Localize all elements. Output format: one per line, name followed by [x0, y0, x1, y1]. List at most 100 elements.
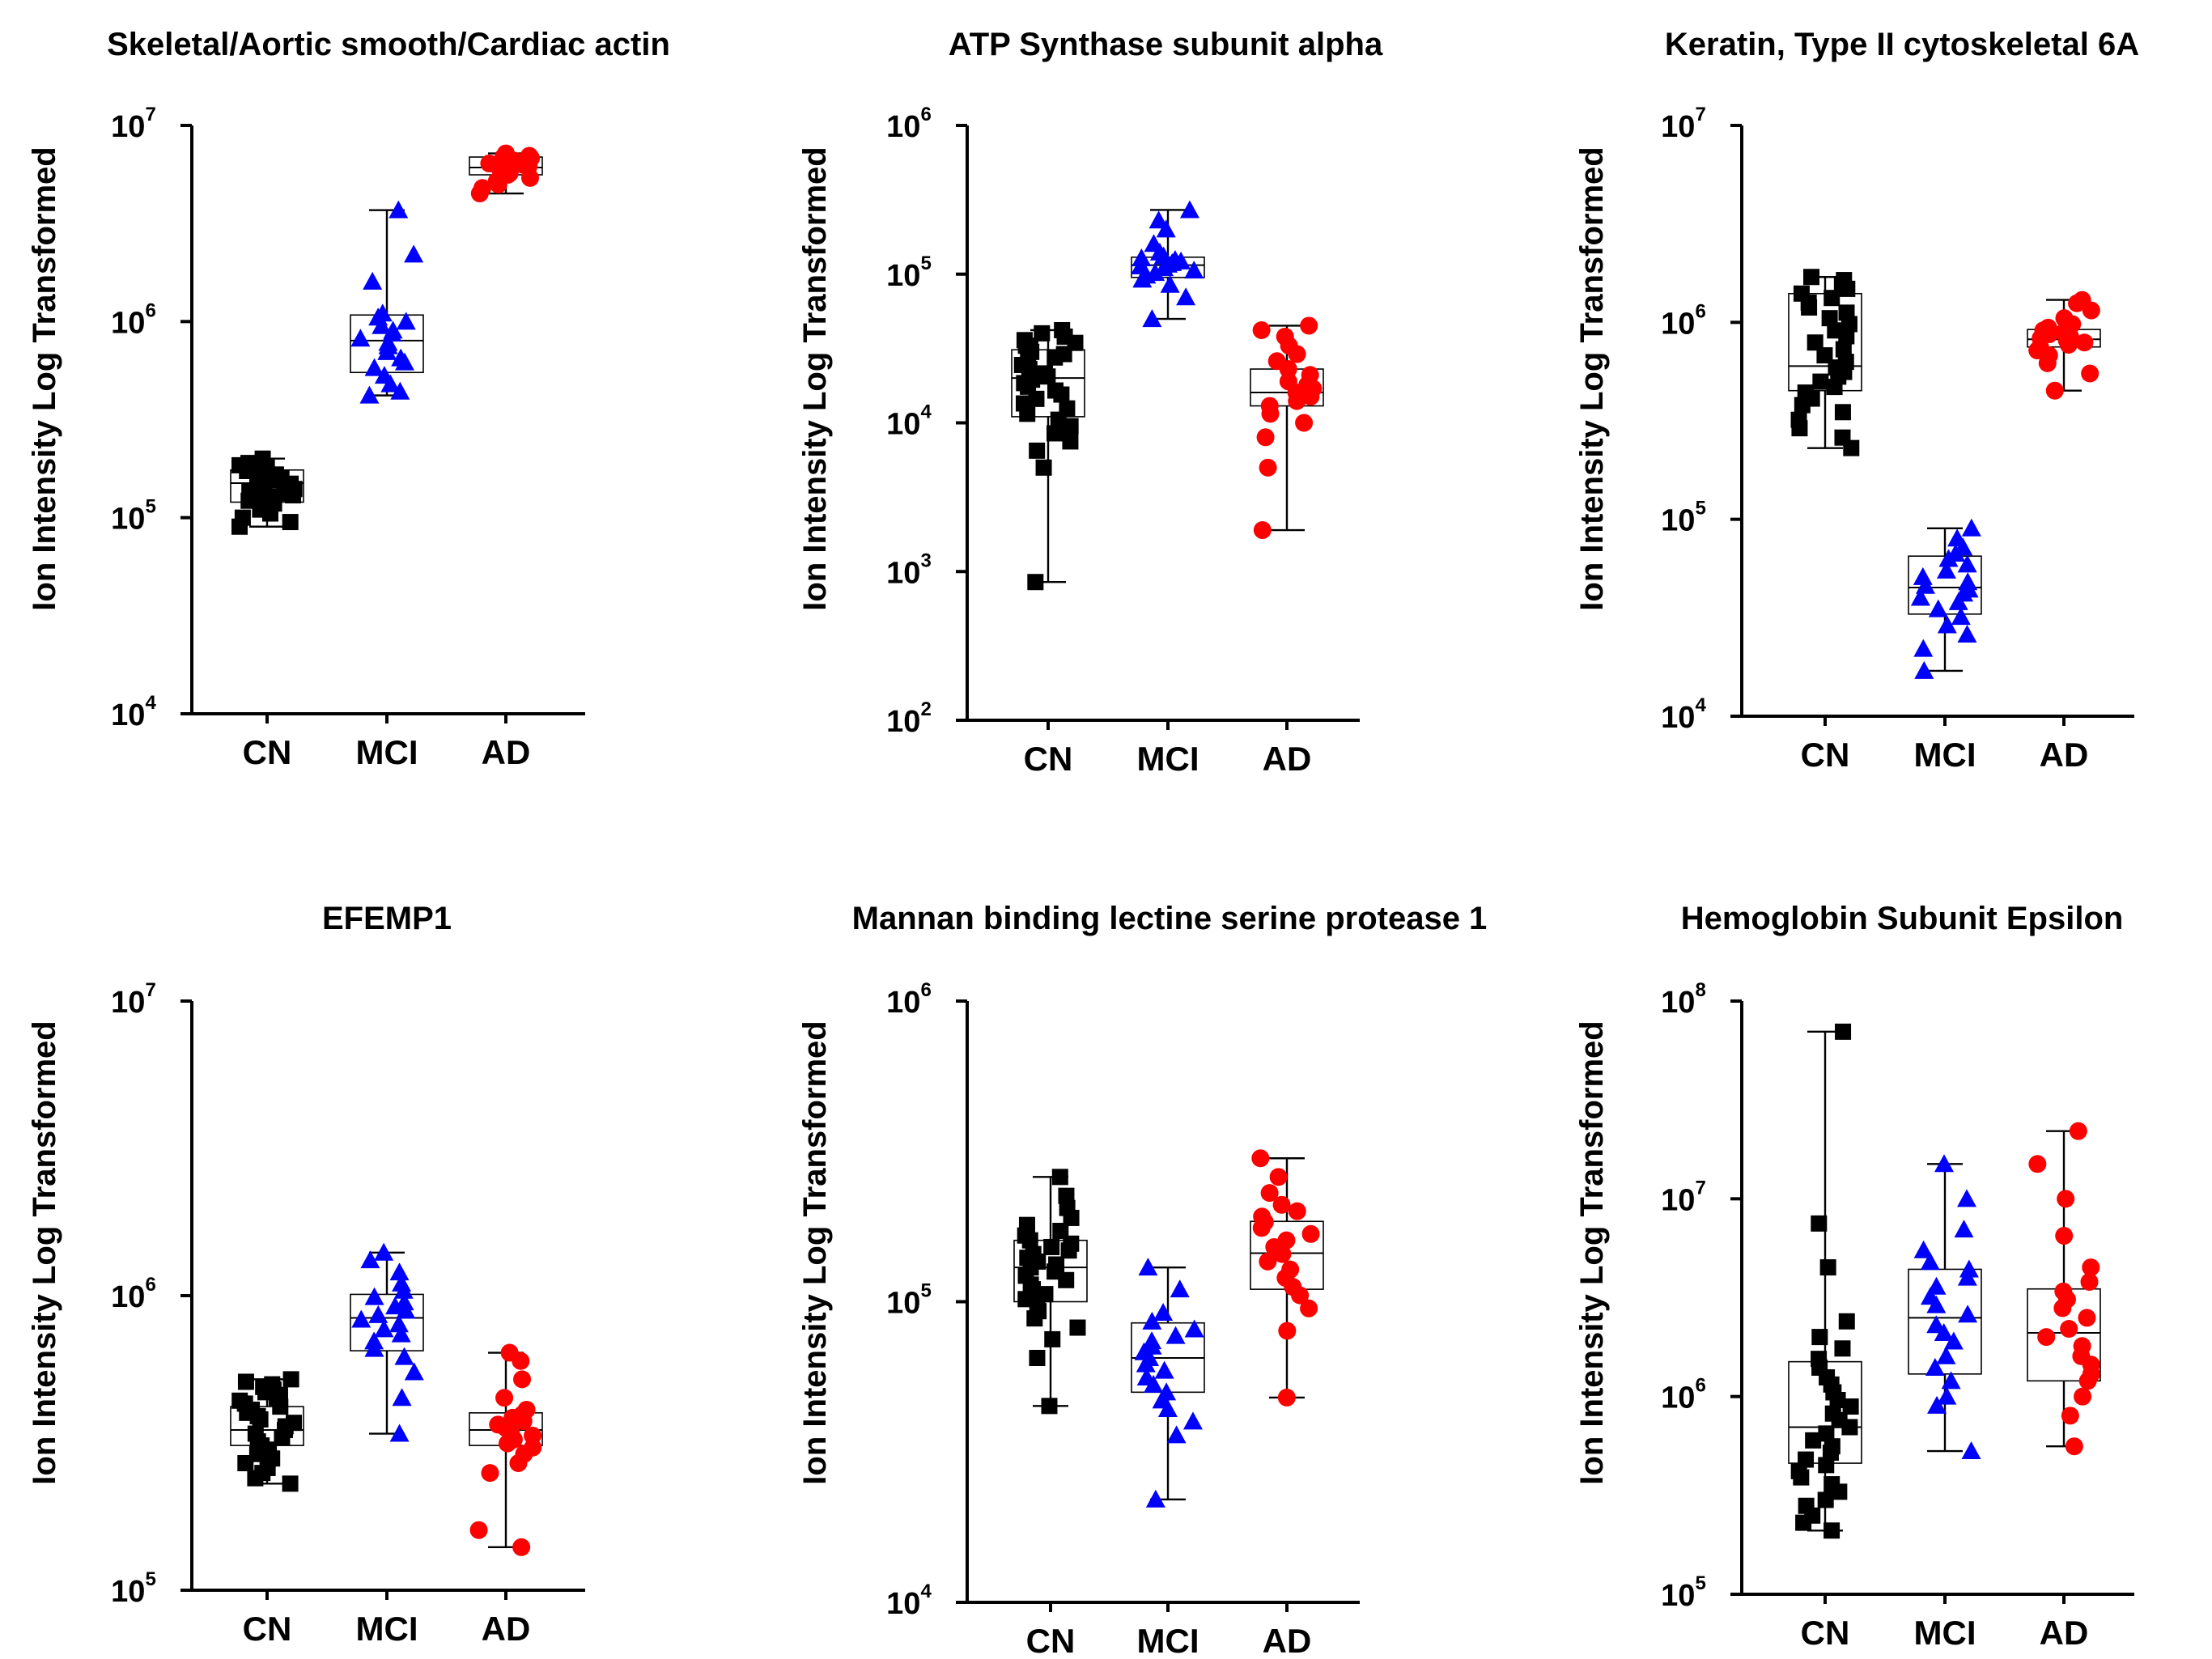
data-point-ad: [2060, 1320, 2078, 1339]
x-tick-label-cn: CN: [243, 1610, 292, 1648]
data-point-ad: [1281, 1260, 1300, 1279]
data-point-mci: [1157, 1382, 1177, 1401]
plot-area: 105 106 107 CN MCI AD: [111, 979, 585, 1648]
plot-area: 104 105 106 107 CN MCI AD: [111, 104, 585, 771]
data-point-ad: [1259, 1252, 1277, 1271]
data-point-cn: [1824, 1476, 1841, 1493]
y-axis-label: Ion Intensity Log Transformed: [27, 146, 62, 610]
data-point-ad: [524, 1426, 542, 1445]
panel-title: Skeletal/Aortic smooth/Cardiac actin: [107, 27, 670, 62]
data-point-mci: [1920, 1252, 1940, 1271]
data-point-ad: [480, 154, 499, 172]
panel-actin: Skeletal/Aortic smooth/Cardiac actin Ion…: [27, 27, 670, 771]
y-tick-exponent: 5: [920, 252, 931, 274]
data-point-cn: [1807, 334, 1824, 351]
x-tick-label-cn: CN: [1801, 736, 1850, 774]
data-point-cn: [1028, 390, 1045, 407]
data-point-mci: [388, 200, 409, 219]
data-point-ad: [1276, 327, 1294, 346]
data-point-cn: [1041, 1398, 1058, 1415]
data-point-ad: [2054, 1282, 2073, 1300]
data-point-ad: [520, 146, 538, 165]
data-point-mci: [1947, 528, 1968, 547]
panel-masp1: Mannan binding lectine serine protease 1…: [797, 901, 1487, 1659]
data-point-cn: [1016, 395, 1033, 412]
data-point-cn: [1062, 433, 1079, 450]
data-point-mci: [1165, 1326, 1186, 1344]
data-point-mci: [392, 1388, 412, 1407]
data-point-cn: [1029, 442, 1046, 459]
plot-area: 104 105 106 107 CN MCI AD: [1661, 104, 2134, 774]
y-tick-label: 104: [886, 1581, 932, 1621]
data-point-mci: [1145, 1489, 1165, 1508]
y-tick-label: 105: [886, 252, 932, 293]
y-axis-label: Ion Intensity Log Transformed: [1574, 1020, 1610, 1484]
data-point-cn: [1811, 1329, 1828, 1346]
data-point-mci: [1957, 554, 1977, 573]
data-point-cn: [1811, 1351, 1828, 1368]
data-point-ad: [1272, 1195, 1291, 1214]
data-point-mci: [394, 1347, 414, 1365]
data-point-cn: [1790, 411, 1807, 428]
y-axis-label: Ion Intensity Log Transformed: [1574, 146, 1610, 610]
data-point-cn: [1054, 321, 1071, 338]
data-point-cn: [1818, 1425, 1835, 1442]
data-point-mci: [364, 1331, 384, 1350]
data-point-mci: [1926, 1276, 1947, 1295]
data-point-ad: [1253, 1207, 1272, 1226]
y-tick-label: 106: [111, 1274, 156, 1314]
data-point-ad: [1259, 458, 1277, 477]
data-point-mci: [389, 1262, 410, 1281]
y-tick-label: 106: [1661, 1375, 1706, 1415]
data-point-mci: [1957, 1189, 1977, 1207]
data-point-mci: [1136, 1368, 1157, 1386]
data-point-cn: [1798, 1451, 1815, 1468]
y-tick-exponent: 5: [1695, 498, 1705, 520]
data-point-ad: [1301, 366, 1319, 384]
panel-atp-synthase: ATP Synthase subunit alpha Ion Intensity…: [797, 27, 1383, 778]
data-point-mci: [368, 1305, 388, 1323]
data-point-ad: [489, 1415, 507, 1434]
data-point-cn: [1035, 459, 1052, 476]
y-tick-exponent: 4: [1695, 694, 1706, 716]
x-tick-label-ad: AD: [1263, 740, 1312, 778]
y-tick-label: 105: [886, 1280, 932, 1321]
data-point-mci: [1913, 639, 1934, 657]
data-point-cn: [1047, 425, 1064, 442]
data-point-cn: [241, 483, 258, 500]
y-tick-exponent: 5: [920, 1280, 931, 1302]
data-point-ad: [1277, 1388, 1296, 1407]
data-point-mci: [1936, 560, 1956, 579]
data-point-ad: [1301, 1224, 1320, 1243]
y-tick-label: 107: [111, 104, 156, 144]
data-point-cn: [1059, 400, 1076, 417]
data-point-mci: [1142, 309, 1162, 328]
x-tick-label-ad: AD: [2040, 1614, 2089, 1652]
data-point-mci: [1131, 248, 1152, 267]
y-tick-exponent: 6: [920, 104, 931, 125]
data-point-cn: [1037, 1286, 1054, 1303]
y-tick-exponent: 4: [920, 1581, 932, 1602]
data-point-ad: [2073, 1337, 2091, 1356]
y-tick-exponent: 6: [145, 1274, 155, 1296]
data-point-cn: [1793, 285, 1810, 302]
data-point-mci: [1957, 625, 1977, 643]
data-point-ad: [1300, 316, 1318, 335]
data-point-ad: [1300, 1299, 1318, 1317]
x-tick-label-mci: MCI: [1137, 740, 1199, 778]
data-point-cn: [1838, 1313, 1855, 1330]
data-point-ad: [2055, 309, 2074, 328]
data-point-cn: [1069, 1319, 1086, 1336]
data-point-ad: [497, 144, 516, 163]
y-tick-label: 107: [1661, 1177, 1706, 1217]
data-point-mci: [1937, 615, 1957, 634]
data-point-cn: [1059, 1199, 1076, 1216]
data-point-cn: [1058, 1187, 1075, 1204]
data-point-cn: [1819, 1259, 1836, 1276]
panel-hemoglobin: Hemoglobin Subunit Epsilon Ion Intensity…: [1574, 901, 2134, 1652]
data-point-cn: [234, 509, 251, 526]
data-point-mci: [1921, 1287, 1941, 1305]
data-point-mci: [1179, 200, 1199, 219]
data-point-mci: [1934, 1154, 1955, 1173]
data-point-mci: [1142, 1331, 1162, 1350]
